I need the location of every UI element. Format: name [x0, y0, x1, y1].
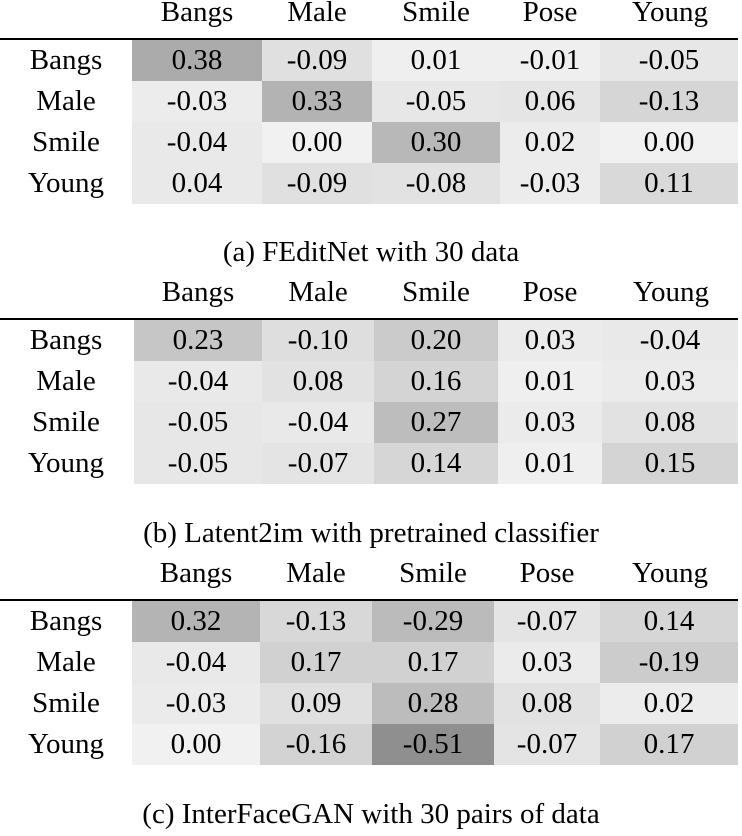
- heatmap-cell: 0.28: [372, 683, 494, 724]
- table-b: Bangs Male Smile Pose Young Bangs 0.23 -…: [0, 276, 742, 549]
- column-header: Male: [286, 557, 346, 589]
- heatmap-cell: 0.17: [260, 642, 372, 683]
- heatmap-cell: -0.03: [132, 81, 262, 122]
- heatmap-cell: 0.38: [132, 40, 262, 81]
- heatmap-cell: 0.17: [372, 642, 494, 683]
- heatmap-cell: -0.51: [372, 724, 494, 765]
- heatmap-cell: 0.04: [132, 163, 262, 204]
- heatmap-cell: 0.03: [494, 642, 600, 683]
- row-header: Male: [36, 365, 96, 397]
- column-header: Smile: [402, 0, 470, 28]
- heatmap-cell: 0.17: [600, 724, 738, 765]
- heatmap-cell: -0.04: [262, 402, 374, 443]
- column-header-row: Bangs Male Smile Pose Young: [0, 276, 742, 316]
- row-header: Smile: [32, 126, 100, 158]
- heatmap-cell: -0.04: [132, 122, 262, 163]
- row-header: Young: [27, 167, 105, 199]
- heatmap-cell: 0.30: [372, 122, 500, 163]
- caption-b: (b) Latent2im with pretrained classifier: [143, 517, 599, 549]
- heatmap-cell: 0.00: [600, 122, 738, 163]
- header-rule: [0, 599, 738, 601]
- row-header: Male: [36, 646, 96, 678]
- heatmap-cell: -0.07: [494, 724, 600, 765]
- heatmap-cell: -0.08: [372, 163, 500, 204]
- heatmap-cell: 0.16: [374, 361, 498, 402]
- column-header: Male: [288, 276, 348, 308]
- heatmap-cell: 0.06: [500, 81, 600, 122]
- column-header: Young: [631, 0, 709, 28]
- heatmap-cell: 0.00: [262, 122, 372, 163]
- column-header: Bangs: [159, 557, 233, 589]
- heatmap-cell: 0.00: [132, 724, 260, 765]
- heatmap-cell: 0.01: [498, 361, 602, 402]
- heatmap-cell: 0.32: [132, 601, 260, 642]
- row-header: Male: [36, 85, 96, 117]
- header-rule: [0, 318, 738, 320]
- heatmap-cell: -0.16: [260, 724, 372, 765]
- heatmap-cell: 0.14: [374, 443, 498, 484]
- heatmap-cell: 0.03: [602, 361, 738, 402]
- header-rule: [0, 38, 738, 40]
- heatmap-cell: -0.19: [600, 642, 738, 683]
- heatmap-cell: -0.13: [600, 81, 738, 122]
- column-header: Young: [631, 557, 709, 589]
- heatmap-cell: 0.02: [500, 122, 600, 163]
- column-header: Smile: [399, 557, 467, 589]
- heatmap-cell: 0.08: [262, 361, 374, 402]
- heatmap-cell: -0.03: [500, 163, 600, 204]
- heatmap-cell: 0.14: [600, 601, 738, 642]
- heatmap-cell: -0.07: [262, 443, 374, 484]
- column-header: Bangs: [161, 276, 235, 308]
- column-header: Young: [632, 276, 710, 308]
- heatmap-cell: 0.03: [498, 320, 602, 361]
- heatmap-cell: 0.02: [600, 683, 738, 724]
- heatmap-cell: -0.07: [494, 601, 600, 642]
- heatmap-cell: -0.10: [262, 320, 374, 361]
- heatmap-cell: -0.04: [602, 320, 738, 361]
- heatmap-cell: 0.27: [374, 402, 498, 443]
- row-header: Smile: [32, 687, 100, 719]
- column-header-row: Bangs Male Smile Pose Young: [0, 557, 742, 597]
- table-a: Bangs Male Smile Pose Young Bangs 0.38 -…: [0, 0, 742, 268]
- column-header: Male: [287, 0, 347, 28]
- heatmap-cell: 0.08: [494, 683, 600, 724]
- row-header: Bangs: [29, 605, 103, 637]
- heatmap-cell: -0.05: [134, 402, 262, 443]
- heatmap-cell: -0.09: [262, 163, 372, 204]
- column-header: Smile: [402, 276, 470, 308]
- heatmap-cell: -0.05: [134, 443, 262, 484]
- row-header: Young: [27, 728, 105, 760]
- heatmap-cell: 0.09: [260, 683, 372, 724]
- column-header: Pose: [519, 557, 575, 589]
- heatmap-cell: 0.01: [498, 443, 602, 484]
- heatmap-cell: -0.03: [132, 683, 260, 724]
- heatmap-cell: -0.04: [134, 361, 262, 402]
- heatmap-cell: 0.20: [374, 320, 498, 361]
- heatmap-cell: -0.01: [500, 40, 600, 81]
- row-header: Smile: [32, 406, 100, 438]
- heatmap-cell: -0.09: [262, 40, 372, 81]
- heatmap-cell: -0.05: [600, 40, 738, 81]
- heatmap-cell: 0.01: [372, 40, 500, 81]
- caption-a: (a) FEditNet with 30 data: [222, 236, 520, 268]
- heatmap-cell: 0.33: [262, 81, 372, 122]
- heatmap-cell: -0.13: [260, 601, 372, 642]
- column-header: Bangs: [160, 0, 234, 28]
- row-header: Young: [27, 447, 105, 479]
- heatmap-cell: 0.03: [498, 402, 602, 443]
- heatmap-cell: 0.15: [602, 443, 738, 484]
- caption-c: (c) InterFaceGAN with 30 pairs of data: [142, 798, 600, 830]
- column-header: Pose: [522, 276, 578, 308]
- row-header: Bangs: [29, 44, 103, 76]
- heatmap-cell: 0.23: [134, 320, 262, 361]
- heatmap-cell: -0.04: [132, 642, 260, 683]
- heatmap-cell: 0.08: [602, 402, 738, 443]
- table-c: Bangs Male Smile Pose Young Bangs 0.32 -…: [0, 557, 742, 830]
- column-header-row: Bangs Male Smile Pose Young: [0, 0, 742, 36]
- heatmap-cell: 0.11: [600, 163, 738, 204]
- heatmap-cell: -0.05: [372, 81, 500, 122]
- row-header: Bangs: [29, 324, 103, 356]
- heatmap-cell: -0.29: [372, 601, 494, 642]
- column-header: Pose: [522, 0, 578, 28]
